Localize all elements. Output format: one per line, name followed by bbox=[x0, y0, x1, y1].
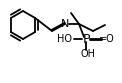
Text: P: P bbox=[82, 33, 90, 45]
Text: OH: OH bbox=[81, 49, 96, 59]
Text: N: N bbox=[61, 19, 69, 29]
Text: HO: HO bbox=[57, 34, 72, 44]
Text: =O: =O bbox=[99, 34, 115, 44]
